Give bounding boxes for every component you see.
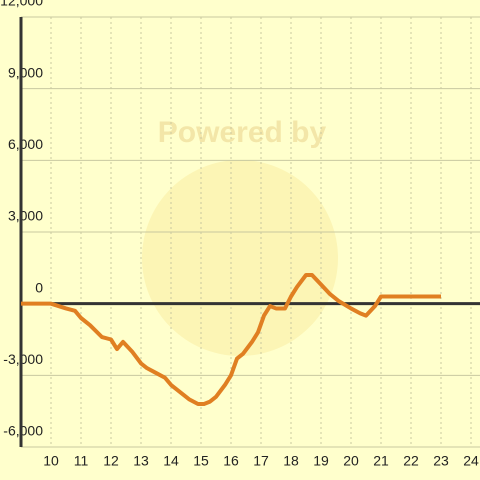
x-tick-label: 14: [163, 453, 179, 469]
x-tick-label: 21: [373, 453, 389, 469]
y-tick-label: 3,000: [8, 208, 43, 224]
x-tick-label: 11: [74, 453, 89, 469]
x-tick-label: 18: [283, 453, 299, 469]
x-tick-label: 23: [433, 453, 449, 469]
x-tick-label: 17: [253, 453, 269, 469]
watermark: Powered by: [158, 116, 327, 149]
x-tick-label: 10: [43, 453, 59, 469]
y-tick-label: 6,000: [8, 136, 43, 152]
x-tick-label: 12: [103, 453, 119, 469]
x-tick-label: 24: [463, 453, 479, 469]
x-tick-label: 22: [403, 453, 419, 469]
y-tick-label: -6,000: [3, 423, 43, 439]
x-tick-label: 20: [343, 453, 359, 469]
x-tick-label: 13: [133, 453, 149, 469]
y-tick-label: -3,000: [3, 351, 43, 367]
y-tick-label: 0: [35, 279, 43, 295]
x-tick-label: 19: [313, 453, 329, 469]
x-tick-label: 15: [193, 453, 209, 469]
y-tick-label: 12,000: [0, 0, 43, 9]
line-series: [21, 273, 441, 406]
watermark-logo: [142, 160, 338, 356]
y-tick-label: 9,000: [8, 64, 43, 80]
x-tick-label: 16: [223, 453, 239, 469]
